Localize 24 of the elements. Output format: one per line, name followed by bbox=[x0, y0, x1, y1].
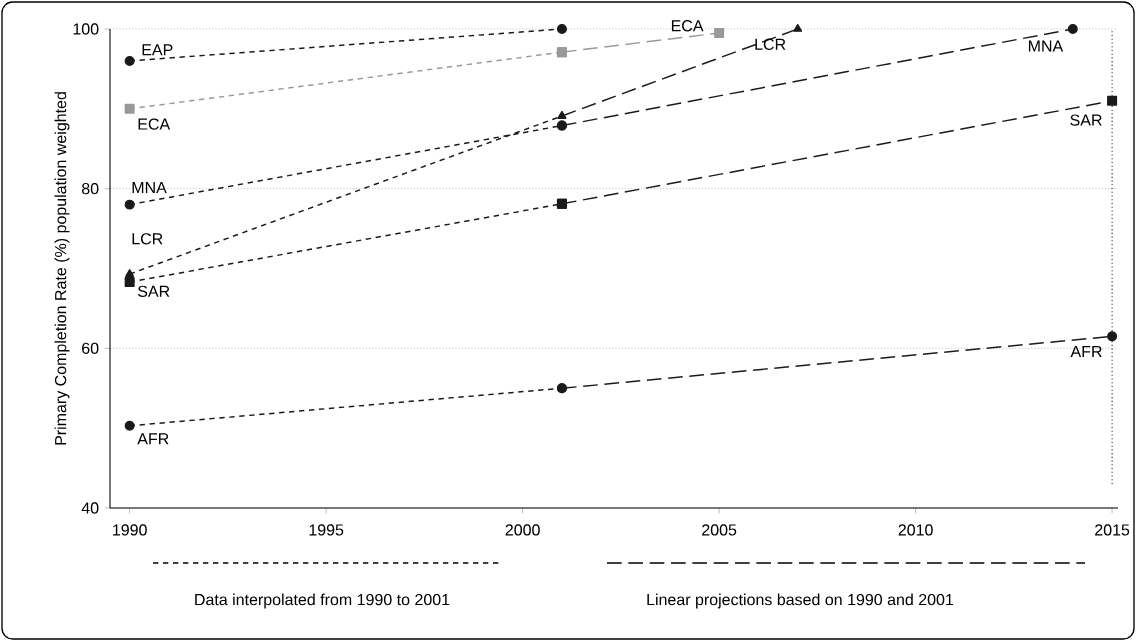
text: Data interpolated from 1990 to 2001 bbox=[195, 593, 450, 609]
series-label: ECA bbox=[671, 20, 704, 32]
series-label: MNA bbox=[132, 182, 167, 194]
series-label: SAR bbox=[1070, 114, 1102, 126]
y-tick-label: 40 bbox=[81, 502, 99, 514]
series-label: ECA bbox=[138, 118, 171, 130]
y-tick-label: 80 bbox=[81, 183, 99, 195]
y-tick-label: 60 bbox=[82, 342, 99, 354]
series-label: LCR bbox=[132, 233, 163, 245]
x-tick-label: 2005 bbox=[702, 524, 737, 536]
text: Linear projections based on 1990 and 2001 bbox=[647, 593, 954, 609]
series-label: AFR bbox=[137, 433, 169, 445]
x-tick-label: 2015 bbox=[1095, 524, 1130, 536]
series-label: MNA bbox=[1028, 40, 1064, 52]
x-tick-label: 1995 bbox=[309, 524, 344, 536]
x-tick-label: 2000 bbox=[505, 524, 540, 536]
series-label: SAR bbox=[137, 285, 170, 297]
series-label: EAP bbox=[142, 44, 173, 56]
series-label: LCR bbox=[755, 38, 786, 50]
y-tick-label: 100 bbox=[73, 23, 99, 35]
y-axis-title: Primary Completion Rate (%) population weighted bbox=[54, 92, 70, 445]
x-tick-label: 2010 bbox=[898, 524, 933, 536]
x-tick-label: 1990 bbox=[113, 524, 147, 536]
series-label: AFR bbox=[1070, 345, 1102, 357]
